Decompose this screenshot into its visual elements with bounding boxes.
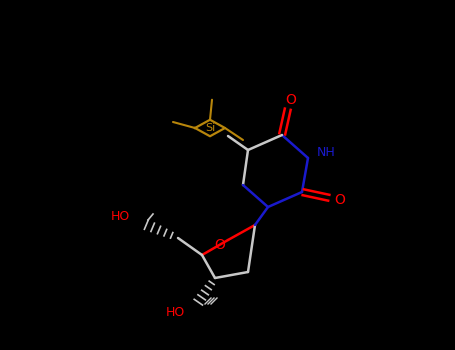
Text: Si: Si [205, 123, 215, 133]
Text: O: O [286, 93, 297, 107]
Text: O: O [215, 238, 225, 252]
Text: HO: HO [111, 210, 130, 224]
Text: NH: NH [317, 147, 335, 160]
Text: O: O [334, 193, 345, 207]
Text: HO: HO [166, 307, 185, 320]
